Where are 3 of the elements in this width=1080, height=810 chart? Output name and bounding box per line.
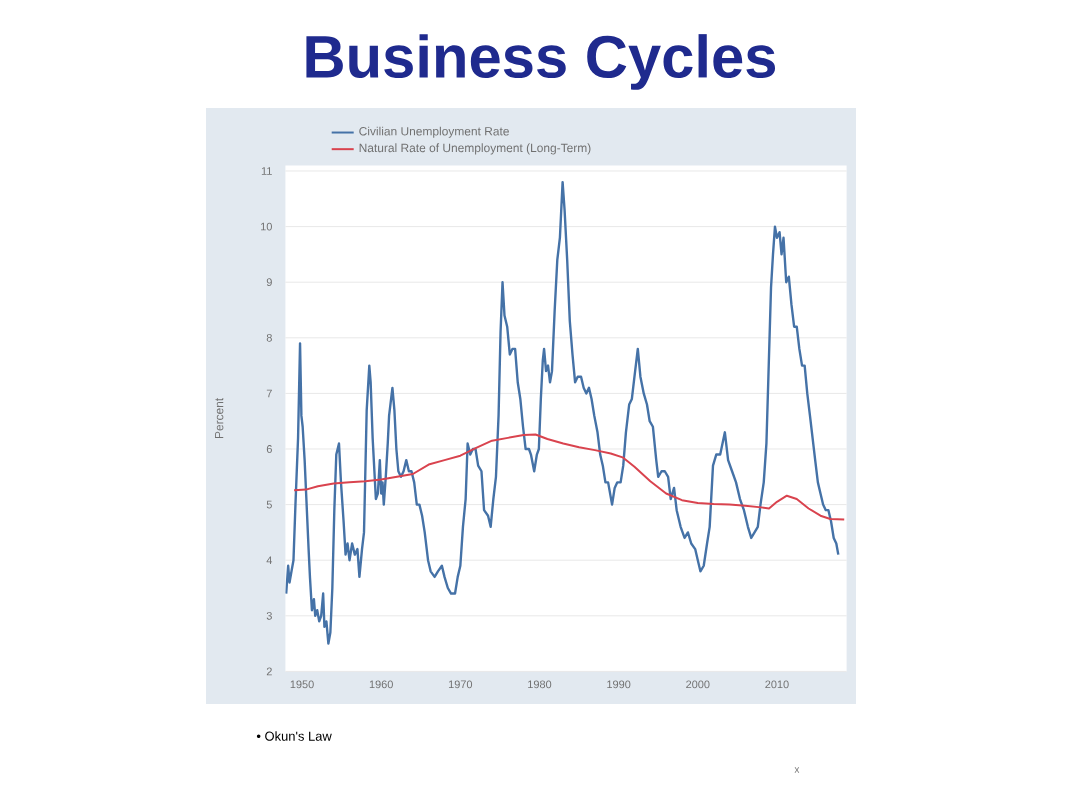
line-series (293, 433, 846, 521)
line-series (285, 180, 840, 645)
chart-title: Business Cycles (306, 34, 776, 90)
